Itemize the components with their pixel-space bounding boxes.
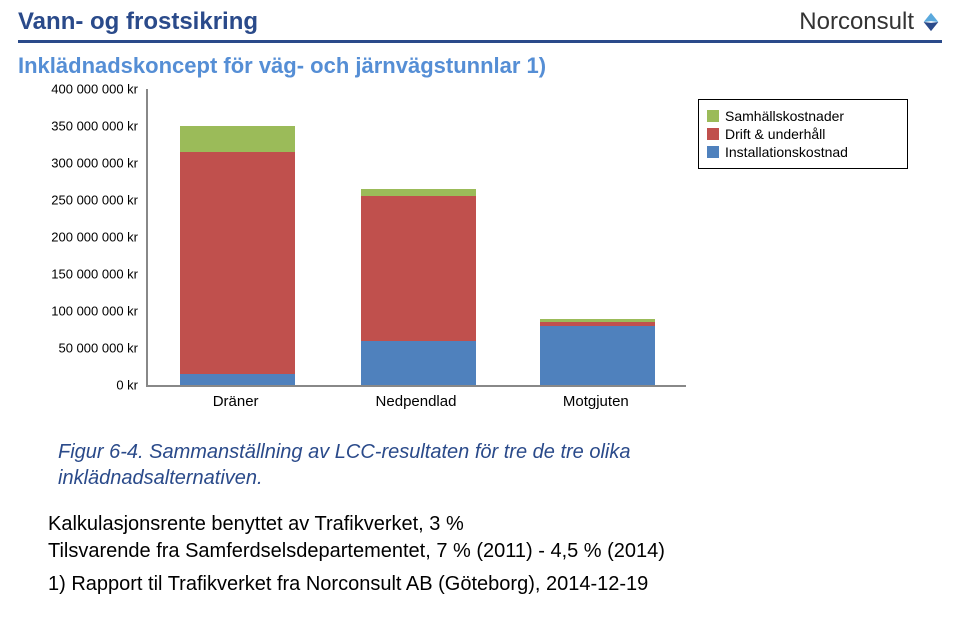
legend: Samhällskostnader Drift & underhåll Instal… [698,99,908,169]
reference: 1) Rapport til Trafikverket fra Norconsu… [48,571,942,598]
y-axis-labels: 0 kr50 000 000 kr100 000 000 kr150 000 0… [28,89,138,387]
bar-segment [180,152,295,374]
figure-caption: Figur 6-4. Sammanställning av LCC-result… [58,439,942,491]
chart: 0 kr 50 000 000 kr 100 000 000 kr 150 000 0… [28,89,918,419]
legend-swatch [707,128,719,140]
y-tick: 100 000 000 kr [51,304,138,319]
brand-name: Norconsult [799,8,914,36]
plot-area [146,89,686,387]
x-axis-labels: Dräner Nedpendlad Motgjuten [146,393,686,413]
y-tick: 0 kr [116,378,138,393]
bar-segment [361,189,476,196]
y-tick: 150 000 000 kr [51,267,138,282]
y-tick: 50 000 000 kr [58,341,138,356]
subtitle: Inklädnadskoncept för väg- och järnvägst… [18,53,942,79]
legend-swatch [707,110,719,122]
y-tick: 300 000 000 kr [51,156,138,171]
caption-line-1: Figur 6-4. Sammanställning av LCC-result… [58,439,942,465]
notes: Kalkulasjonsrente benyttet av Trafikverk… [48,511,942,598]
x-label: Motgjuten [563,393,629,410]
legend-label: Samhällskostnader [725,108,844,124]
bar-segment [361,341,476,385]
bar-segment [540,319,655,322]
x-label: Nedpendlad [376,393,457,410]
note-1: Kalkulasjonsrente benyttet av Trafikverk… [48,511,942,538]
page-title: Vann- og frostsikring [18,8,258,36]
bar-segment [540,322,655,326]
bar-segment [180,126,295,152]
y-tick: 250 000 000 kr [51,193,138,208]
legend-item: Drift & underhåll [707,126,897,142]
x-label: Dräner [213,393,259,410]
y-tick: 350 000 000 kr [51,119,138,134]
header-divider [18,40,942,43]
brand-icon [920,11,942,33]
note-2: Tilsvarende fra Samferdselsdepartementet… [48,538,942,565]
bar-segment [361,196,476,340]
bar-segment [540,326,655,385]
caption-line-2: inklädnadsalternativen. [58,465,942,491]
bar-segment [180,374,295,385]
legend-label: Drift & underhåll [725,126,825,142]
legend-item: Installationskostnad [707,144,897,160]
legend-swatch [707,146,719,158]
legend-label: Installationskostnad [725,144,848,160]
y-tick: 200 000 000 kr [51,230,138,245]
legend-item: Samhällskostnader [707,108,897,124]
y-tick: 400 000 000 kr [51,82,138,97]
brand-logo: Norconsult [799,8,942,36]
